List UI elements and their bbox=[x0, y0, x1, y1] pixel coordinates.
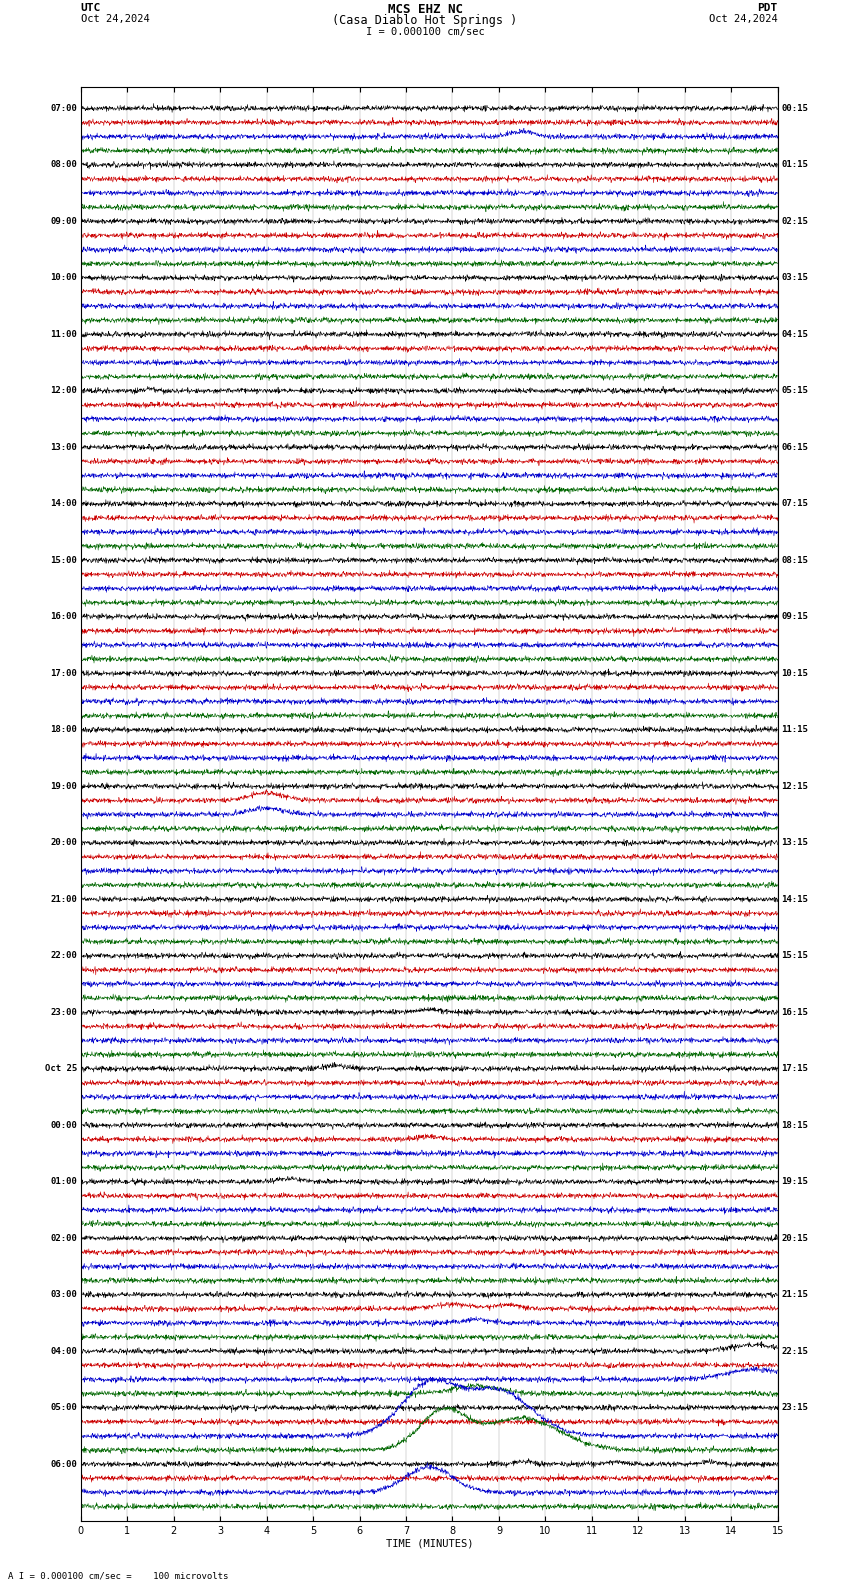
Text: 22:00: 22:00 bbox=[50, 952, 77, 960]
Text: 15:00: 15:00 bbox=[50, 556, 77, 565]
Text: 07:15: 07:15 bbox=[781, 499, 808, 508]
Text: 12:00: 12:00 bbox=[50, 386, 77, 396]
Text: 20:15: 20:15 bbox=[781, 1234, 808, 1243]
Text: PDT: PDT bbox=[757, 3, 778, 13]
Text: I = 0.000100 cm/sec: I = 0.000100 cm/sec bbox=[366, 27, 484, 36]
Text: 23:15: 23:15 bbox=[781, 1403, 808, 1413]
Text: 20:00: 20:00 bbox=[50, 838, 77, 847]
Text: 10:15: 10:15 bbox=[781, 668, 808, 678]
Text: Oct 24,2024: Oct 24,2024 bbox=[81, 14, 150, 24]
Text: MCS EHZ NC: MCS EHZ NC bbox=[388, 3, 462, 16]
Text: 05:00: 05:00 bbox=[50, 1403, 77, 1413]
Text: Oct 24,2024: Oct 24,2024 bbox=[709, 14, 778, 24]
Text: 00:15: 00:15 bbox=[781, 105, 808, 112]
Text: 11:00: 11:00 bbox=[50, 329, 77, 339]
Text: 17:00: 17:00 bbox=[50, 668, 77, 678]
X-axis label: TIME (MINUTES): TIME (MINUTES) bbox=[386, 1538, 473, 1548]
Text: 04:00: 04:00 bbox=[50, 1346, 77, 1356]
Text: 19:00: 19:00 bbox=[50, 782, 77, 790]
Text: UTC: UTC bbox=[81, 3, 101, 13]
Text: 14:15: 14:15 bbox=[781, 895, 808, 904]
Text: 06:00: 06:00 bbox=[50, 1459, 77, 1468]
Text: 02:00: 02:00 bbox=[50, 1234, 77, 1243]
Text: 14:00: 14:00 bbox=[50, 499, 77, 508]
Text: (Casa Diablo Hot Springs ): (Casa Diablo Hot Springs ) bbox=[332, 14, 518, 27]
Text: 15:15: 15:15 bbox=[781, 952, 808, 960]
Text: A I = 0.000100 cm/sec =    100 microvolts: A I = 0.000100 cm/sec = 100 microvolts bbox=[8, 1571, 229, 1581]
Text: 06:15: 06:15 bbox=[781, 444, 808, 451]
Text: 07:00: 07:00 bbox=[50, 105, 77, 112]
Text: 11:15: 11:15 bbox=[781, 725, 808, 735]
Text: 23:00: 23:00 bbox=[50, 1007, 77, 1017]
Text: 21:00: 21:00 bbox=[50, 895, 77, 904]
Text: 22:15: 22:15 bbox=[781, 1346, 808, 1356]
Text: 13:00: 13:00 bbox=[50, 444, 77, 451]
Text: 03:00: 03:00 bbox=[50, 1289, 77, 1299]
Text: 19:15: 19:15 bbox=[781, 1177, 808, 1186]
Text: 01:15: 01:15 bbox=[781, 160, 808, 169]
Text: 02:15: 02:15 bbox=[781, 217, 808, 227]
Text: 08:15: 08:15 bbox=[781, 556, 808, 565]
Text: 18:00: 18:00 bbox=[50, 725, 77, 735]
Text: 09:15: 09:15 bbox=[781, 613, 808, 621]
Text: 01:00: 01:00 bbox=[50, 1177, 77, 1186]
Text: Oct 25: Oct 25 bbox=[45, 1064, 77, 1074]
Text: 12:15: 12:15 bbox=[781, 782, 808, 790]
Text: 05:15: 05:15 bbox=[781, 386, 808, 396]
Text: 13:15: 13:15 bbox=[781, 838, 808, 847]
Text: 09:00: 09:00 bbox=[50, 217, 77, 227]
Text: 17:15: 17:15 bbox=[781, 1064, 808, 1074]
Text: 08:00: 08:00 bbox=[50, 160, 77, 169]
Text: 16:15: 16:15 bbox=[781, 1007, 808, 1017]
Text: 04:15: 04:15 bbox=[781, 329, 808, 339]
Text: 10:00: 10:00 bbox=[50, 274, 77, 282]
Text: 21:15: 21:15 bbox=[781, 1289, 808, 1299]
Text: 00:00: 00:00 bbox=[50, 1121, 77, 1129]
Text: 03:15: 03:15 bbox=[781, 274, 808, 282]
Text: 16:00: 16:00 bbox=[50, 613, 77, 621]
Text: 18:15: 18:15 bbox=[781, 1121, 808, 1129]
